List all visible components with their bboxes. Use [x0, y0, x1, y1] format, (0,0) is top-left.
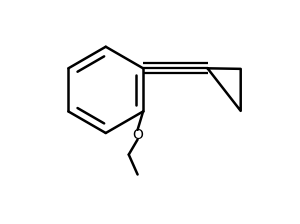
Text: O: O — [132, 128, 143, 142]
